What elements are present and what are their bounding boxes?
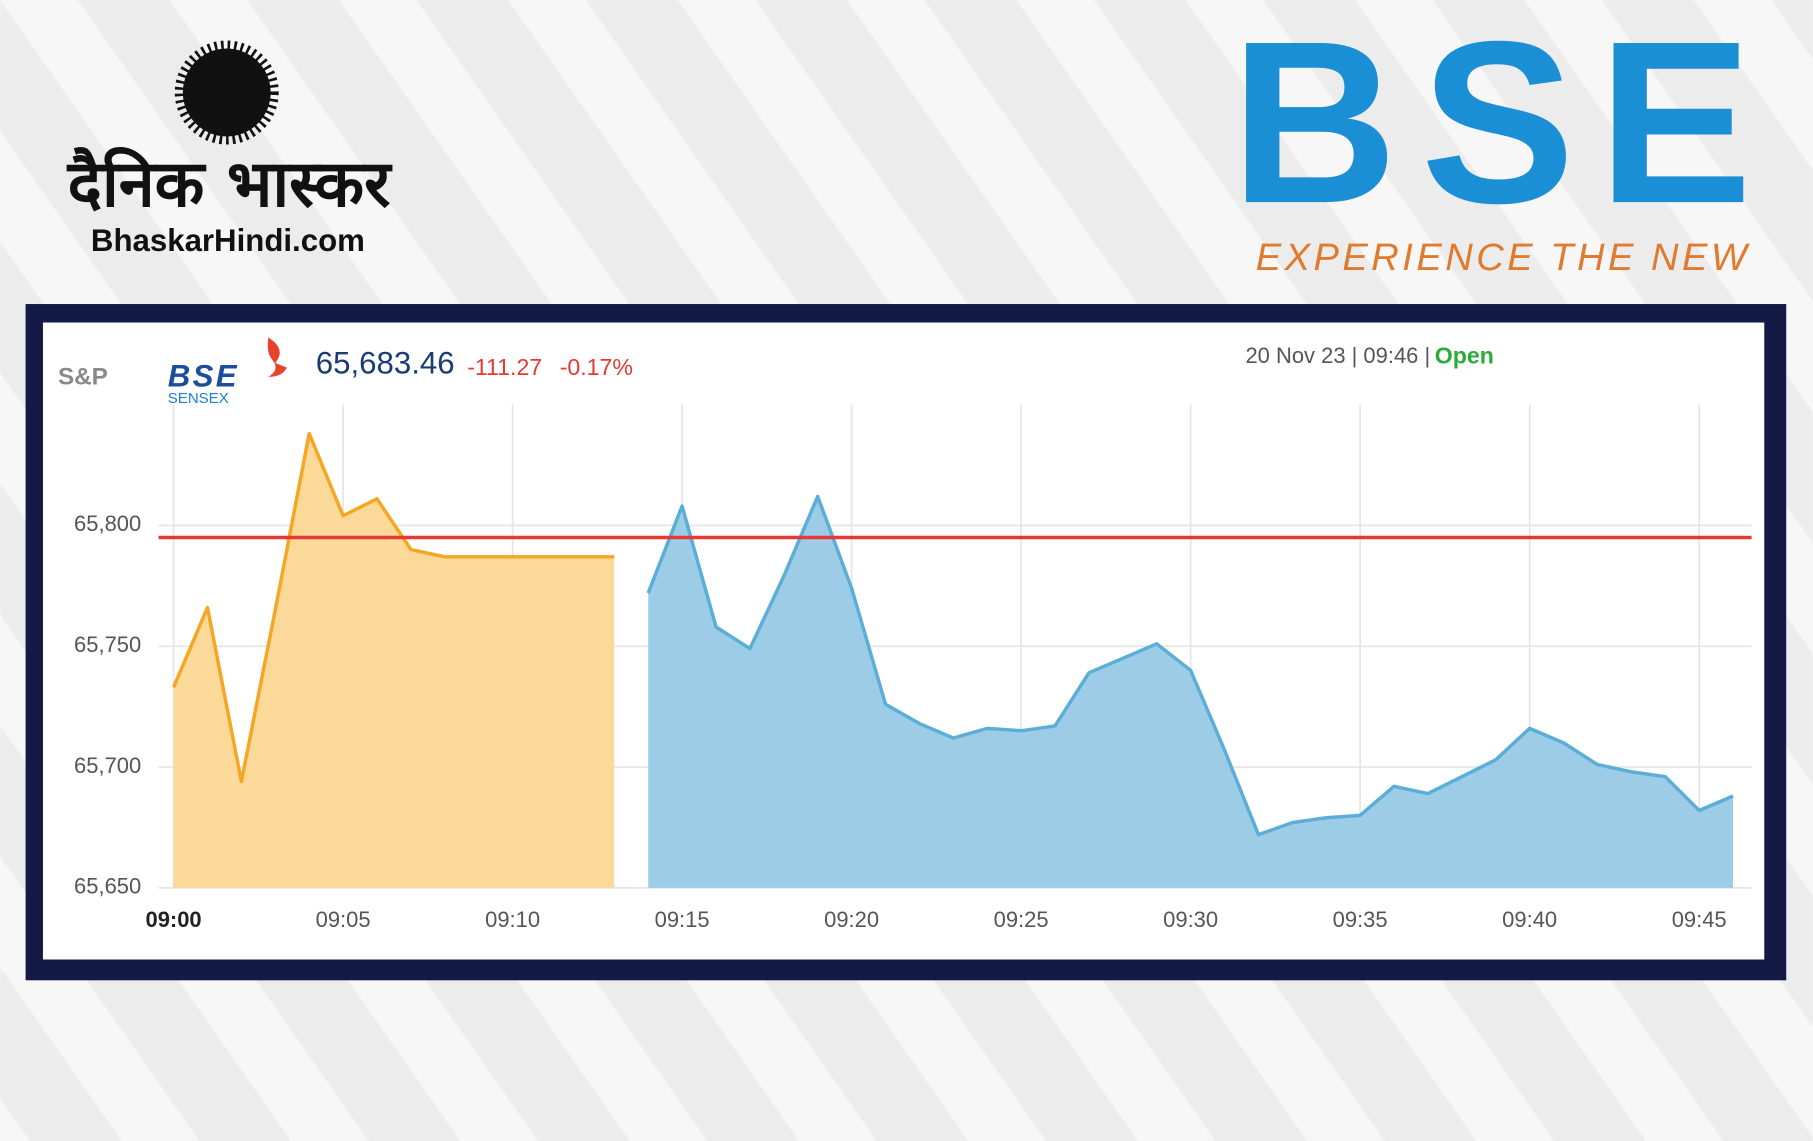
index-exchange: BSE [168, 358, 239, 393]
x-tick-label: 09:00 [145, 907, 201, 932]
x-tick-label: 09:35 [1333, 907, 1388, 932]
area [173, 433, 615, 888]
exchange-logo: BSE [1231, 0, 1776, 251]
index-name: SENSEX [168, 390, 229, 407]
exchange-tagline: EXPERIENCE THE NEW [1256, 236, 1751, 279]
y-tick-label: 65,750 [74, 632, 141, 657]
sun-core [182, 48, 271, 137]
timestamp: 20 Nov 23 | 09:46 | [1245, 343, 1430, 368]
x-tick-label: 09:05 [316, 907, 371, 932]
x-tick-label: 09:30 [1163, 907, 1218, 932]
line [646, 494, 1734, 837]
x-tick-label: 09:20 [824, 907, 879, 932]
area [648, 496, 1734, 888]
x-tick-label: 09:40 [1502, 907, 1557, 932]
x-tick-label: 09:15 [655, 907, 710, 932]
x-tick-label: 09:25 [994, 907, 1049, 932]
publisher-site: BhaskarHindi.com [91, 223, 365, 258]
index-brand: S&P [58, 363, 108, 390]
price: 65,683.46 [316, 346, 455, 381]
y-tick-label: 65,800 [74, 511, 141, 536]
change-pct: -0.17% [560, 354, 633, 380]
x-tick-label: 09:10 [485, 907, 540, 932]
status: Open [1435, 342, 1494, 368]
line [171, 431, 615, 784]
x-tick-label: 09:45 [1672, 907, 1727, 932]
plot: 65,650 65,700 65,750 65,800 09:00 09:05 09:10 0… [74, 404, 1752, 932]
change: -111.27 [467, 354, 542, 380]
y-tick-label: 65,700 [74, 753, 141, 778]
publisher-hindi: दैनिक भास्कर [66, 147, 393, 222]
index-logo-flame [267, 337, 287, 377]
y-tick-label: 65,650 [74, 874, 141, 899]
